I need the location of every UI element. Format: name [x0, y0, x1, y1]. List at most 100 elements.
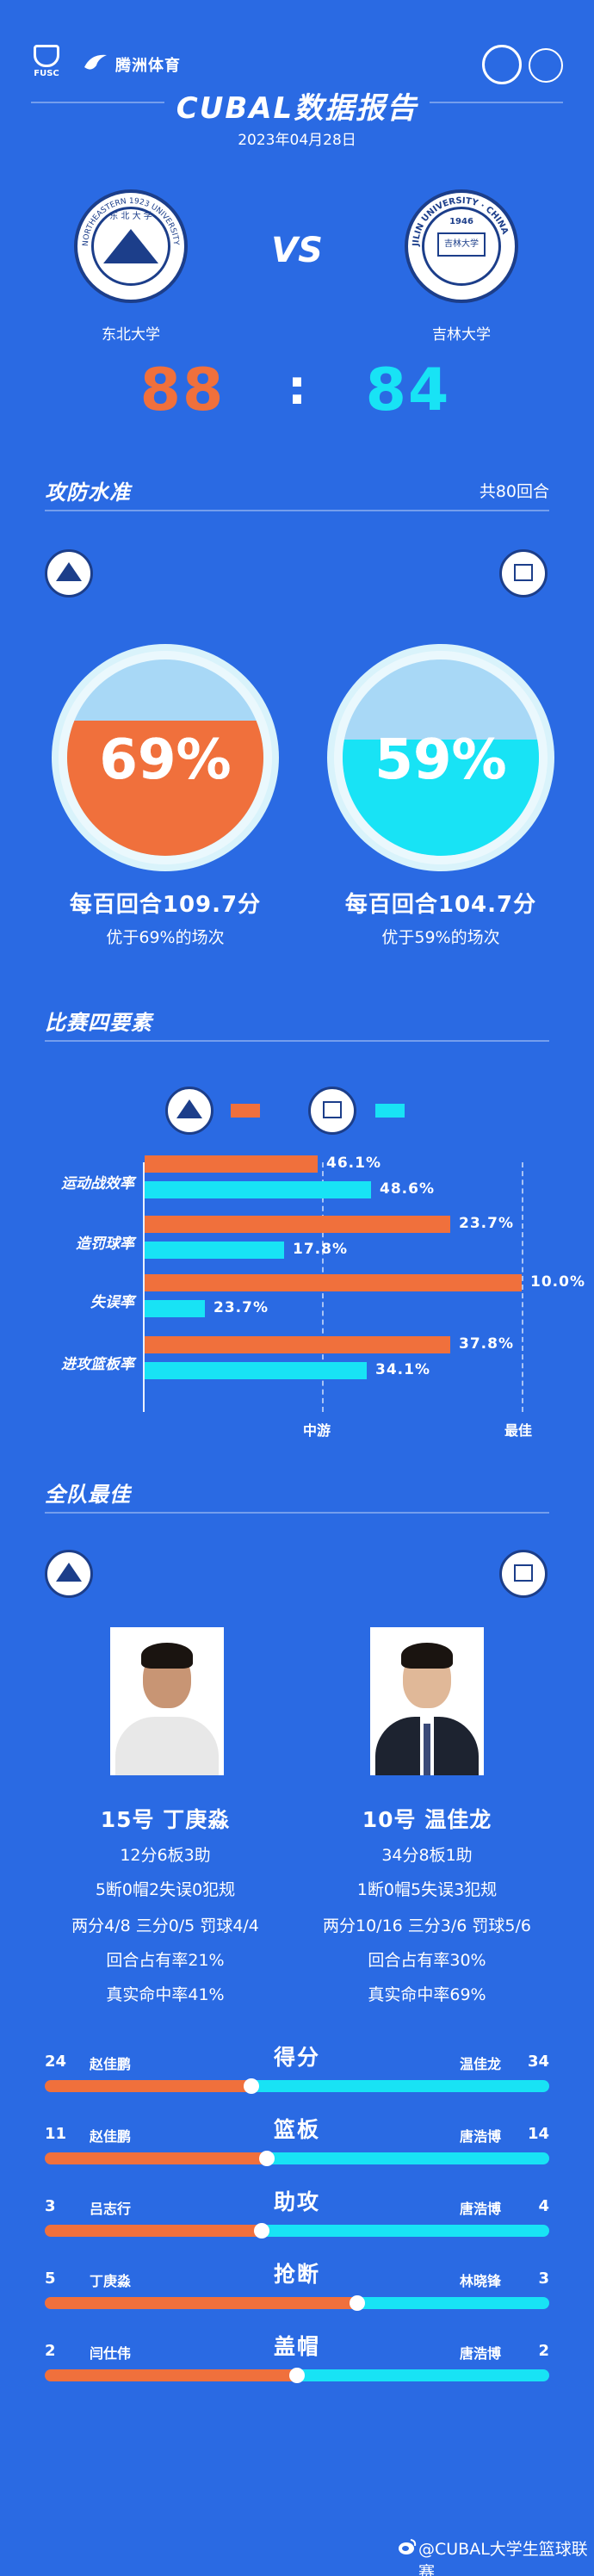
section-title-offense-defense: 攻防水准 [45, 480, 131, 505]
rounds-count: 共80回合 [479, 482, 549, 501]
leader-split-dot [350, 2295, 365, 2311]
chart-axis-best-line [522, 1162, 523, 1412]
away-leader-bar [267, 2152, 549, 2164]
away-efficiency-pct: 59% [374, 728, 507, 792]
leader-split-dot [254, 2223, 269, 2239]
away-factor-value: 34.1% [375, 1361, 430, 1378]
home-leader-bar [45, 2297, 357, 2309]
section-divider [45, 510, 549, 511]
away-leader-bar [262, 2225, 549, 2237]
legend-away-logo [308, 1087, 356, 1135]
away-leader-name: 温佳龙 [459, 2056, 501, 2072]
away-factor-bar [145, 1300, 205, 1317]
home-best-player-name: 15号 丁庚淼 [100, 1807, 231, 1832]
home-factor-bar [145, 1274, 522, 1291]
away-efficiency-gauge: 59% [327, 644, 554, 871]
home-player-photo [110, 1627, 224, 1775]
away-player-photo [370, 1627, 484, 1775]
home-small-logo [45, 549, 93, 598]
home-leader-value: 2 [45, 2342, 56, 2360]
home-leader-value: 11 [45, 2125, 67, 2143]
away-team-name: 吉林大学 [432, 326, 491, 344]
weibo-icon [399, 2539, 417, 2554]
away-leader-bar [251, 2080, 549, 2092]
home-leader-name: 丁庚淼 [90, 2273, 132, 2289]
header-logos: FUSC 腾洲体育 [31, 45, 563, 96]
away-factor-bar [145, 1242, 284, 1259]
away-best-line5: 真实命中率69% [368, 1985, 486, 2004]
home-leader-bar [45, 2080, 251, 2092]
away-leader-value: 14 [527, 2125, 549, 2143]
home-factor-value: 46.1% [326, 1155, 381, 1172]
away-best-line3: 两分10/16 三分3/6 罚球5/6 [323, 1917, 531, 1935]
best-home-logo [45, 1550, 93, 1598]
home-leader-value: 3 [45, 2197, 56, 2215]
leader-split-dot [259, 2151, 275, 2166]
leader-category-title: 盖帽 [273, 2334, 320, 2359]
home-points-per-100: 每百回合109.7分 [69, 892, 262, 918]
away-best-player-name: 10号 温佳龙 [362, 1807, 492, 1832]
home-factor-value: 37.8% [459, 1335, 514, 1353]
home-factor-bar [145, 1216, 450, 1233]
away-leader-name: 唐浩博 [459, 2201, 501, 2217]
away-leader-value: 3 [538, 2269, 549, 2288]
bird-logo-icon [84, 54, 107, 70]
home-factor-value: 10.0% [530, 1273, 585, 1291]
away-factor-value: 23.7% [213, 1299, 269, 1316]
home-best-line1: 12分6板3助 [120, 1846, 211, 1865]
section-title-best: 全队最佳 [45, 1483, 131, 1507]
home-leader-bar [45, 2369, 297, 2381]
four-factor-label: 运动战效率 [61, 1175, 134, 1192]
vs-label: VS [271, 231, 323, 270]
leader-split-dot [244, 2078, 259, 2094]
home-leader-bar [45, 2225, 262, 2237]
axis-mid-label: 中游 [303, 1422, 331, 1439]
best-away-logo [499, 1550, 548, 1598]
away-leader-value: 2 [538, 2342, 549, 2360]
home-efficiency-gauge: 69% [52, 644, 279, 871]
away-leader-value: 34 [527, 2053, 549, 2071]
home-leader-name: 赵佳鹏 [90, 2056, 132, 2072]
home-best-line3: 两分4/8 三分0/5 罚球4/4 [71, 1917, 259, 1935]
away-leader-name: 林晓锋 [459, 2273, 501, 2289]
four-factor-label: 失误率 [90, 1294, 134, 1311]
home-team-logo: NORTHEASTERN 1923 UNIVERSITY 东 北 大 学 [74, 189, 188, 303]
away-leader-name: 唐浩博 [459, 2128, 501, 2145]
legend-away-swatch [375, 1104, 405, 1118]
four-factors-chart: 中游 最佳 运动战效率 46.1% 48.6% 造罚球率 23.7% 17.8% 失误率 10… [0, 1154, 594, 1439]
away-leader-bar [297, 2369, 549, 2381]
home-logo-top-text: 东 北 大 学 [109, 212, 152, 221]
away-better-than: 优于59%的场次 [381, 928, 500, 947]
away-leader-name: 唐浩博 [459, 2345, 501, 2362]
away-leader-bar [357, 2297, 549, 2309]
away-leader-value: 4 [538, 2197, 549, 2215]
axis-best-label: 最佳 [504, 1422, 533, 1439]
home-factor-value: 23.7% [459, 1215, 514, 1232]
four-factor-label: 造罚球率 [76, 1235, 134, 1253]
home-leader-bar [45, 2152, 267, 2164]
leader-split-dot [289, 2368, 305, 2383]
chart-axis-baseline [143, 1162, 145, 1412]
away-team-logo: JILIN UNIVERSITY · CHINA 1946 吉林大学 [405, 189, 518, 303]
footer-credit: @CUBAL大学生篮球联赛 [418, 2540, 588, 2576]
leader-category-title: 抢断 [273, 2262, 320, 2287]
away-best-line1: 34分8板1助 [381, 1846, 473, 1865]
home-leader-value: 5 [45, 2269, 56, 2288]
four-factor-label: 进攻篮板率 [61, 1356, 134, 1373]
away-points-per-100: 每百回合104.7分 [344, 892, 537, 918]
away-factor-bar [145, 1181, 371, 1198]
fusc-logo: FUSC [31, 45, 62, 84]
away-logo-year: 1946 [449, 217, 473, 226]
leader-category-title: 助攻 [273, 2189, 320, 2214]
section-divider [45, 1040, 549, 1042]
away-logo-seal: 吉林大学 [437, 232, 486, 257]
stat-leaders: 得分 24 赵佳鹏 温佳龙 34 篮板 11 赵佳鹏 唐浩博 14 助攻 3 吕志行 唐浩博 4 抢断 5 丁庚淼… [0, 2040, 594, 2402]
home-leader-name: 赵佳鹏 [90, 2128, 132, 2145]
away-best-line2: 1断0帽5失误3犯规 [356, 1880, 498, 1899]
home-best-line4: 回合占有率21% [106, 1951, 225, 1970]
away-best-line4: 回合占有率30% [368, 1951, 486, 1970]
league-logo-icon [482, 45, 522, 84]
home-efficiency-pct: 69% [99, 728, 232, 792]
leader-category-title: 篮板 [273, 2117, 320, 2142]
report-date: 2023年04月28日 [238, 132, 356, 149]
